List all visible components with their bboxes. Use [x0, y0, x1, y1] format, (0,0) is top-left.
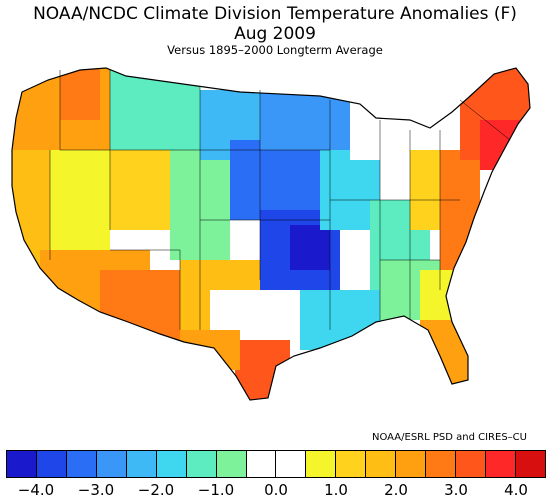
- us-outline: [11, 67, 531, 401]
- region-northern-rockies: [110, 70, 200, 150]
- legend-swatch: [306, 451, 337, 477]
- map-period: Aug 2009: [234, 24, 316, 44]
- legend-swatch: [246, 451, 277, 477]
- legend-swatch: [216, 451, 247, 477]
- state-boundaries: [49, 70, 511, 330]
- region-mid-atlantic: [440, 150, 480, 270]
- region-washington-east: [60, 68, 100, 120]
- region-south-texas: [235, 340, 290, 400]
- region-new-england-coast: [480, 120, 520, 170]
- legend-swatch: [426, 451, 457, 477]
- region-central-plains: [230, 140, 320, 220]
- legend-swatch: [366, 451, 397, 477]
- legend-swatch: [186, 451, 217, 477]
- credit-text: NOAA/ESRL PSD and CIRES–CU: [372, 432, 527, 443]
- region-utah: [110, 150, 170, 230]
- map-title: NOAA/NCDC Climate Division Temperature A…: [33, 4, 517, 24]
- legend-swatch: [486, 451, 516, 477]
- legend-swatch: [126, 451, 157, 477]
- legend-tick-label: −1.0: [197, 481, 235, 499]
- region-arizona: [100, 270, 180, 340]
- legend-tick-label: 0.0: [264, 481, 288, 499]
- legend-color-bar: [6, 450, 546, 478]
- legend-swatch: [66, 451, 97, 477]
- legend-tick-label: −2.0: [137, 481, 175, 499]
- legend-tick-label: −3.0: [77, 481, 115, 499]
- legend-swatch: [456, 451, 486, 477]
- map-subtitle: Versus 1895–2000 Longterm Average: [167, 43, 383, 57]
- legend-tick-label: −4.0: [17, 481, 55, 499]
- legend-swatch: [336, 451, 367, 477]
- region-upper-midwest: [260, 90, 350, 150]
- legend-swatch: [96, 451, 127, 477]
- legend-ticks: −4.0 −3.0 −2.0 −1.0 0.0 1.0 2.0 3.0 4.0: [6, 481, 546, 499]
- legend-swatch: [515, 451, 545, 477]
- region-texas-west: [180, 330, 240, 370]
- legend-swatch: [156, 451, 187, 477]
- legend-swatch: [36, 451, 67, 477]
- region-great-basin: [50, 150, 110, 250]
- legend-swatch: [276, 451, 307, 477]
- legend-tick-label: 2.0: [384, 481, 408, 499]
- region-california-coast: [12, 150, 50, 310]
- region-ozarks-core: [290, 225, 330, 270]
- us-climate-division-map: [11, 67, 531, 401]
- legend-swatch: [396, 451, 427, 477]
- legend-tick-label: 1.0: [324, 481, 348, 499]
- legend-tick-label: 4.0: [504, 481, 528, 499]
- legend-tick-label: 3.0: [444, 481, 468, 499]
- legend-swatch: [7, 451, 37, 477]
